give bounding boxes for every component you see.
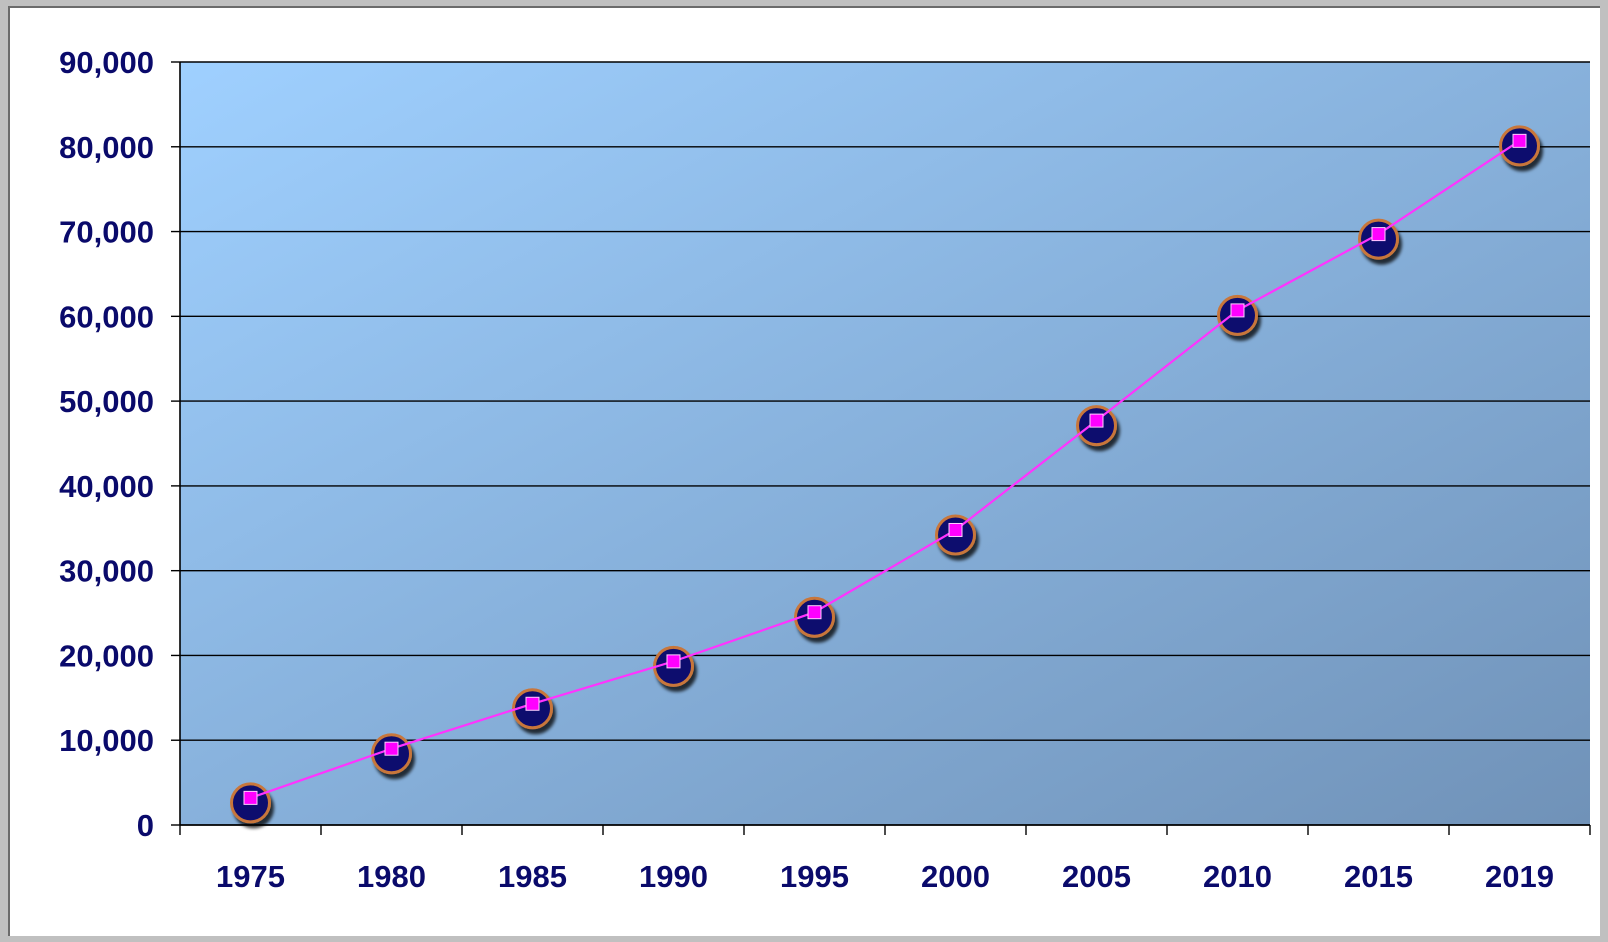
data-point-marker <box>948 522 963 537</box>
y-tick-label: 20,000 <box>59 638 154 673</box>
series-layer <box>230 125 1540 824</box>
x-tick-label: 1980 <box>357 859 426 894</box>
y-tick-label: 0 <box>137 808 154 843</box>
data-point-marker <box>666 654 681 669</box>
x-tick-label: 1975 <box>216 859 285 894</box>
x-tick-label: 2010 <box>1203 859 1272 894</box>
x-tick-label: 2000 <box>921 859 990 894</box>
y-tick-label: 90,000 <box>59 45 154 80</box>
data-point-marker <box>525 696 540 711</box>
data-point-marker <box>807 605 822 620</box>
x-tick-label: 1995 <box>780 859 849 894</box>
data-point-marker <box>1512 133 1527 148</box>
y-tick-label: 70,000 <box>59 215 154 250</box>
y-tick-label: 10,000 <box>59 723 154 758</box>
data-point-marker <box>1371 227 1386 242</box>
y-tick-label: 60,000 <box>59 299 154 334</box>
x-tick-labels: 1975 1980 1985 1990 1995 2000 2005 2010 2015 2019 <box>216 859 1554 894</box>
x-tick-label: 2019 <box>1485 859 1554 894</box>
y-tick-label: 30,000 <box>59 554 154 589</box>
y-tick-label: 40,000 <box>59 469 154 504</box>
data-point-marker <box>243 790 258 805</box>
x-tick-label: 2005 <box>1062 859 1131 894</box>
plot-area <box>180 62 1590 825</box>
series-line <box>250 139 1521 799</box>
y-tick-label: 80,000 <box>59 130 154 165</box>
x-tick-label: 1990 <box>639 859 708 894</box>
data-point-marker <box>1230 303 1245 318</box>
axes <box>171 61 1591 835</box>
x-tick-label: 2015 <box>1344 859 1413 894</box>
y-tick-label: 50,000 <box>59 384 154 419</box>
data-point-marker <box>384 741 399 756</box>
data-point-marker <box>1089 413 1104 428</box>
x-tick-label: 1985 <box>498 859 567 894</box>
y-tick-labels: 0 10,000 20,000 30,000 40,000 50,000 60,000 70,… <box>59 45 154 843</box>
